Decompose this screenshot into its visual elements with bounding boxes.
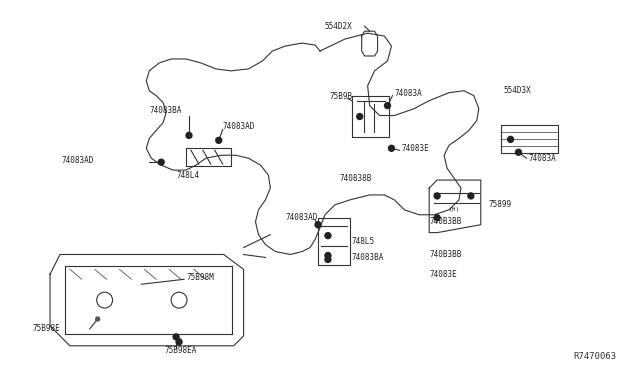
Circle shape	[468, 193, 474, 199]
Text: 74083AD: 74083AD	[62, 156, 94, 165]
Text: 74083A: 74083A	[529, 154, 556, 163]
Text: 554D3X: 554D3X	[504, 86, 531, 95]
Circle shape	[434, 215, 440, 221]
Text: 740B3BB: 740B3BB	[429, 250, 461, 259]
Circle shape	[325, 256, 331, 262]
Text: 740838B: 740838B	[340, 174, 372, 183]
Text: 74083E: 74083E	[429, 270, 457, 279]
Text: 75B98E: 75B98E	[32, 324, 60, 333]
Circle shape	[356, 113, 363, 119]
Text: 748L4: 748L4	[176, 171, 199, 180]
Text: 74083E: 74083E	[401, 144, 429, 153]
Text: 75B9B: 75B9B	[330, 92, 353, 101]
Circle shape	[434, 193, 440, 199]
Circle shape	[315, 222, 321, 228]
Circle shape	[508, 137, 513, 142]
Circle shape	[186, 132, 192, 138]
Circle shape	[176, 339, 182, 345]
Text: 75899: 75899	[489, 201, 512, 209]
Text: 74083A: 74083A	[394, 89, 422, 98]
Circle shape	[216, 137, 221, 143]
Text: 740B3BB: 740B3BB	[429, 217, 461, 226]
Text: 74083AD: 74083AD	[223, 122, 255, 131]
Text: R7470063: R7470063	[573, 352, 616, 361]
Text: 748L5: 748L5	[352, 237, 375, 246]
Text: 554D2X: 554D2X	[325, 22, 353, 31]
Text: (H): (H)	[449, 207, 460, 212]
Text: 74083BA: 74083BA	[149, 106, 182, 115]
Circle shape	[325, 232, 331, 238]
Circle shape	[96, 317, 100, 321]
Circle shape	[385, 103, 390, 109]
Circle shape	[173, 334, 179, 340]
Circle shape	[158, 159, 164, 165]
Circle shape	[516, 149, 522, 155]
Circle shape	[388, 145, 394, 151]
Circle shape	[325, 253, 331, 259]
Text: 74083AD: 74083AD	[285, 213, 317, 222]
Text: 75B98EA: 75B98EA	[164, 346, 196, 355]
Text: 74083BA: 74083BA	[352, 253, 384, 262]
Text: 75B98M: 75B98M	[186, 273, 214, 282]
